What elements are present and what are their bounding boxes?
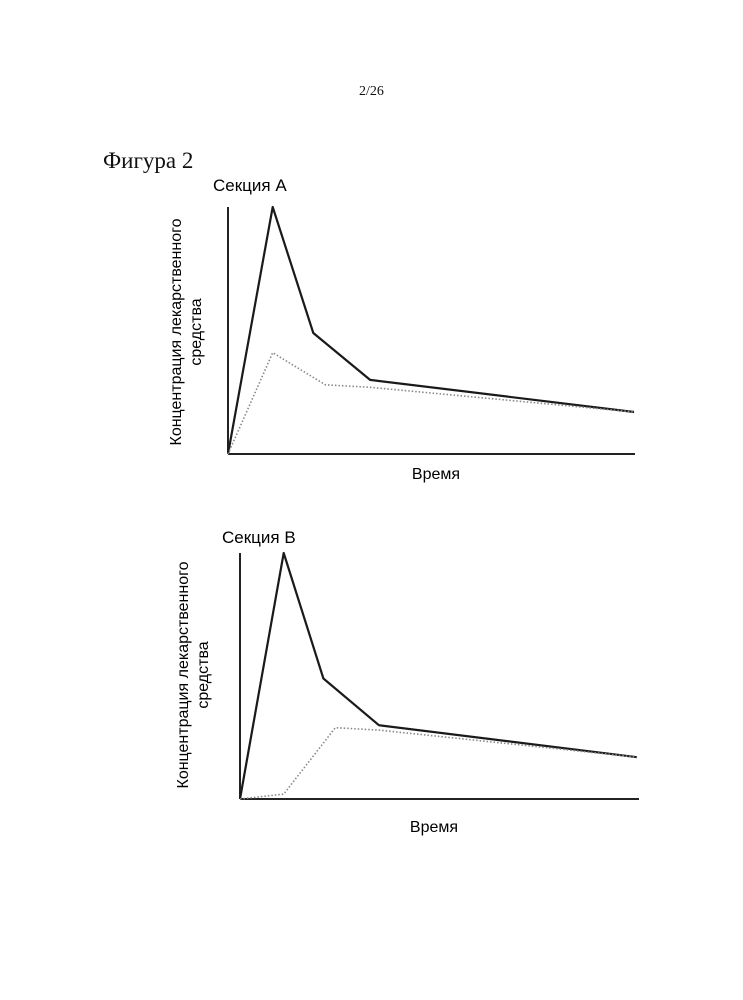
series-line-solid (240, 553, 637, 799)
series-line-dotted (240, 728, 637, 799)
y-axis-label-line-2: средства (195, 641, 212, 708)
x-axis-label: Время (410, 819, 458, 836)
chart-title: Секция B (222, 528, 296, 547)
y-axis-label: Концентрация лекарственного средства (175, 561, 212, 788)
y-axis-label-line-1: Концентрация лекарственного (175, 561, 192, 788)
